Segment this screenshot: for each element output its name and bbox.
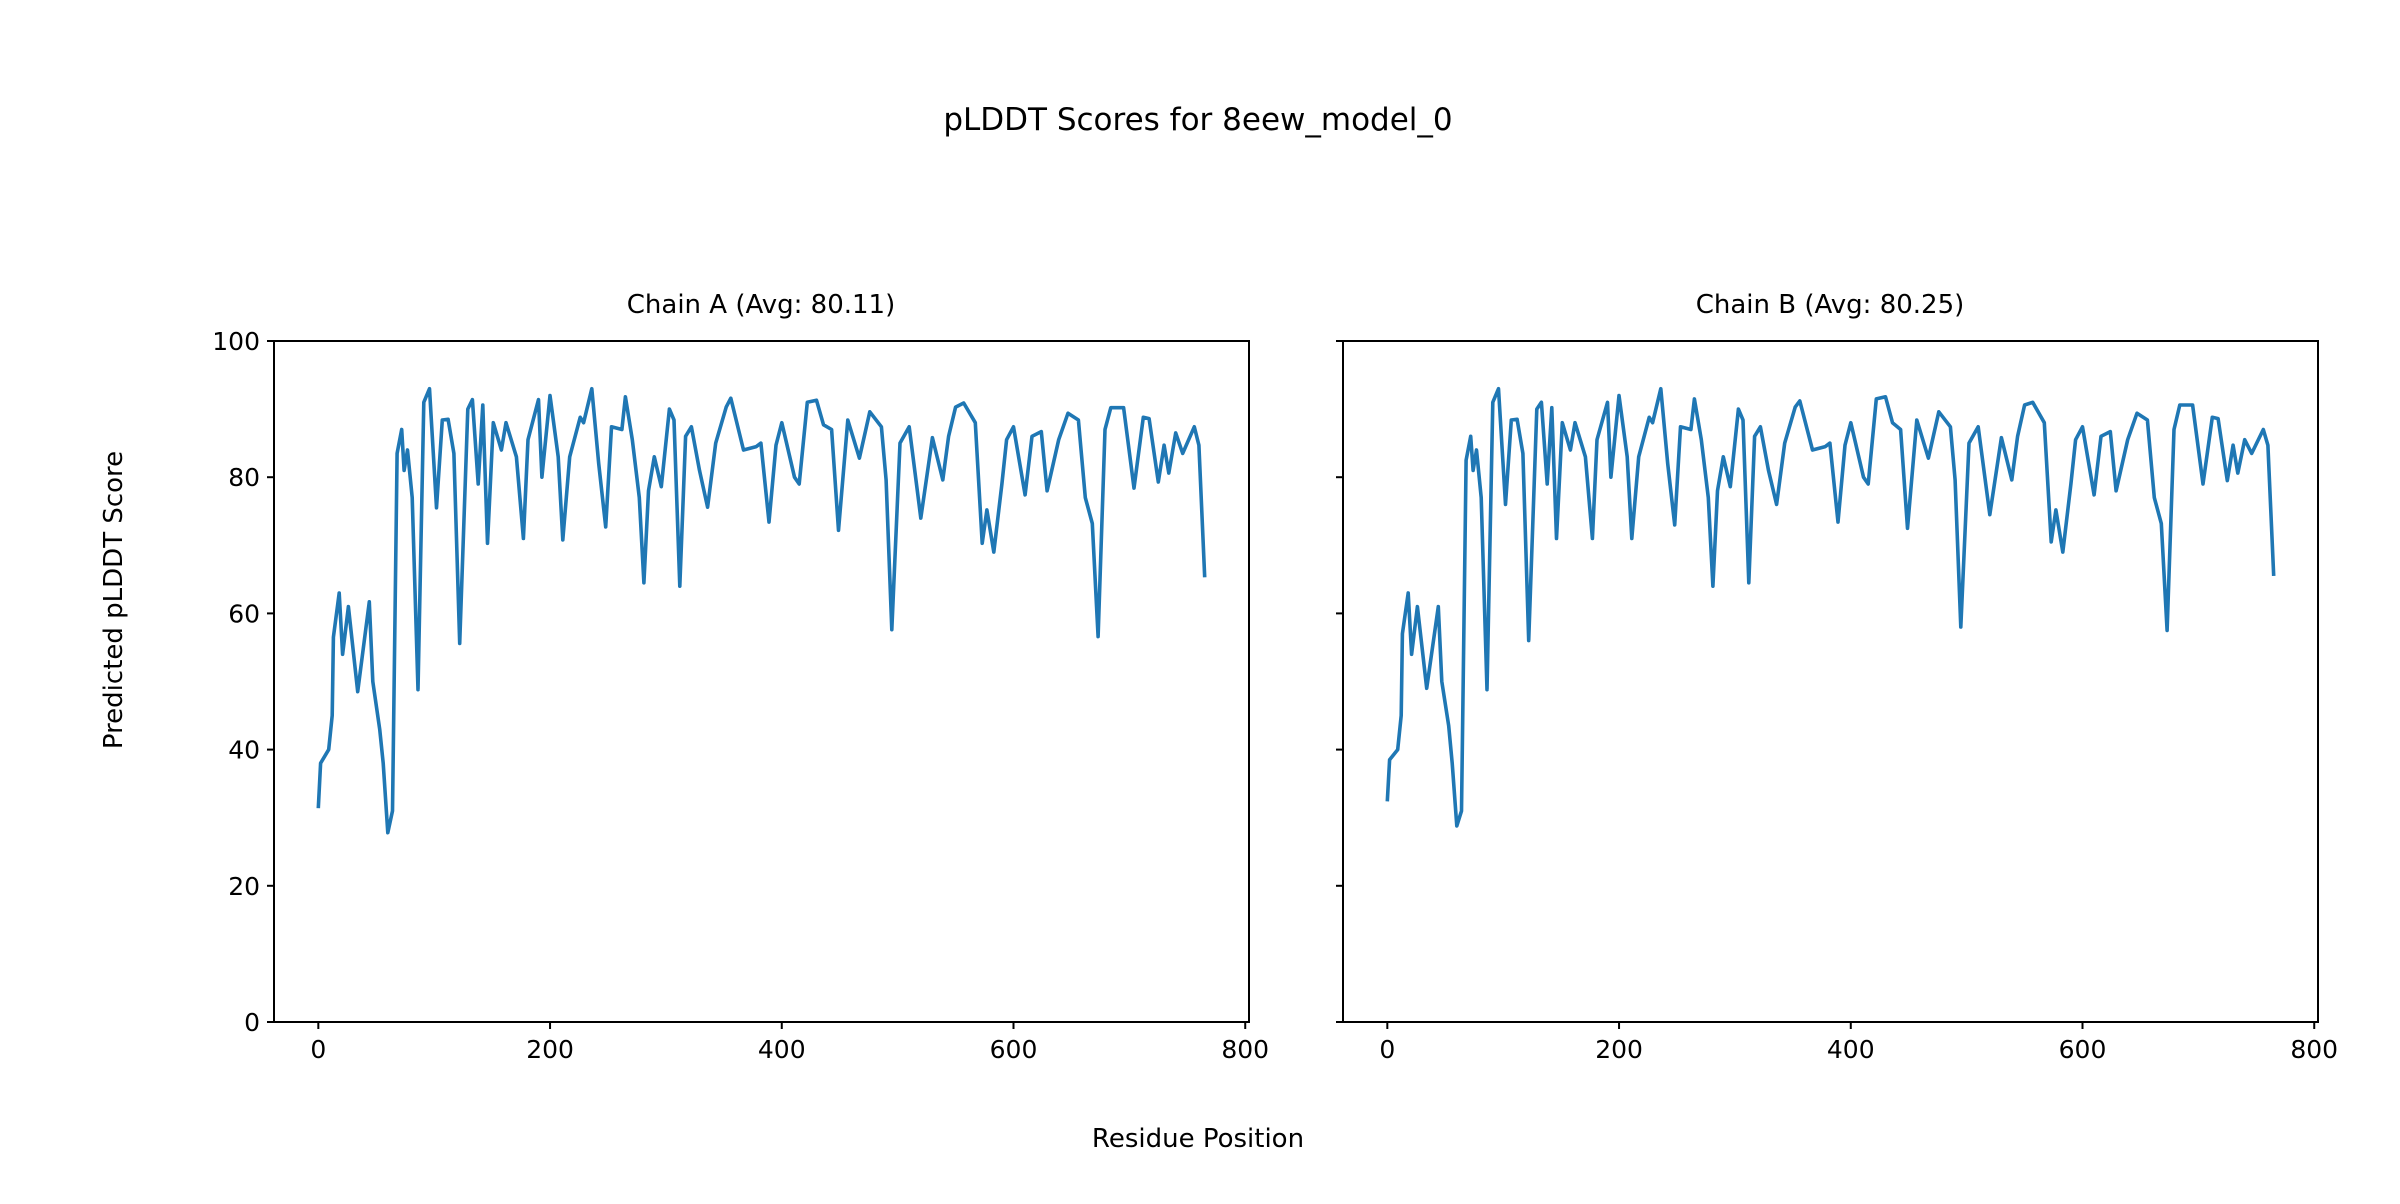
y-tick-label: 80 (228, 463, 260, 492)
x-tick-label: 800 (2290, 1035, 2338, 1064)
y-tick-label: 60 (228, 599, 260, 628)
y-tick-label: 0 (244, 1008, 260, 1037)
x-tick-label: 200 (1595, 1035, 1643, 1064)
x-tick-label: 400 (758, 1035, 806, 1064)
x-axis-label: Residue Position (1092, 1124, 1304, 1154)
y-tick-label: 20 (228, 872, 260, 901)
y-tick-label: 100 (212, 327, 260, 356)
chain-a-panel: Chain A (Avg: 80.11) 0 200 400 600 800 0 20 40 6… (212, 290, 1269, 1064)
plddt-line-series (1385, 386, 2276, 828)
axes-frame (1342, 340, 2319, 1023)
y-tick-label: 40 (228, 736, 260, 765)
plddt-line-series (316, 386, 1207, 835)
chain-a-title: Chain A (Avg: 80.11) (627, 290, 895, 320)
x-tick-label: 400 (1827, 1035, 1875, 1064)
chain-b-title: Chain B (Avg: 80.25) (1696, 290, 1965, 320)
chain-b-panel: Chain B (Avg: 80.25) 0 200 400 600 800 (1336, 290, 2338, 1064)
figure-title: pLDDT Scores for 8eew_model_0 (943, 102, 1452, 138)
axes-frame (273, 340, 1250, 1023)
x-tick-label: 0 (1379, 1035, 1395, 1064)
x-tick-label: 800 (1221, 1035, 1269, 1064)
x-tick-label: 0 (310, 1035, 326, 1064)
x-tick-label: 600 (990, 1035, 1038, 1064)
x-tick-label: 200 (526, 1035, 574, 1064)
x-tick-label: 600 (2059, 1035, 2107, 1064)
y-axis-label: Predicted pLDDT Score (99, 451, 129, 749)
